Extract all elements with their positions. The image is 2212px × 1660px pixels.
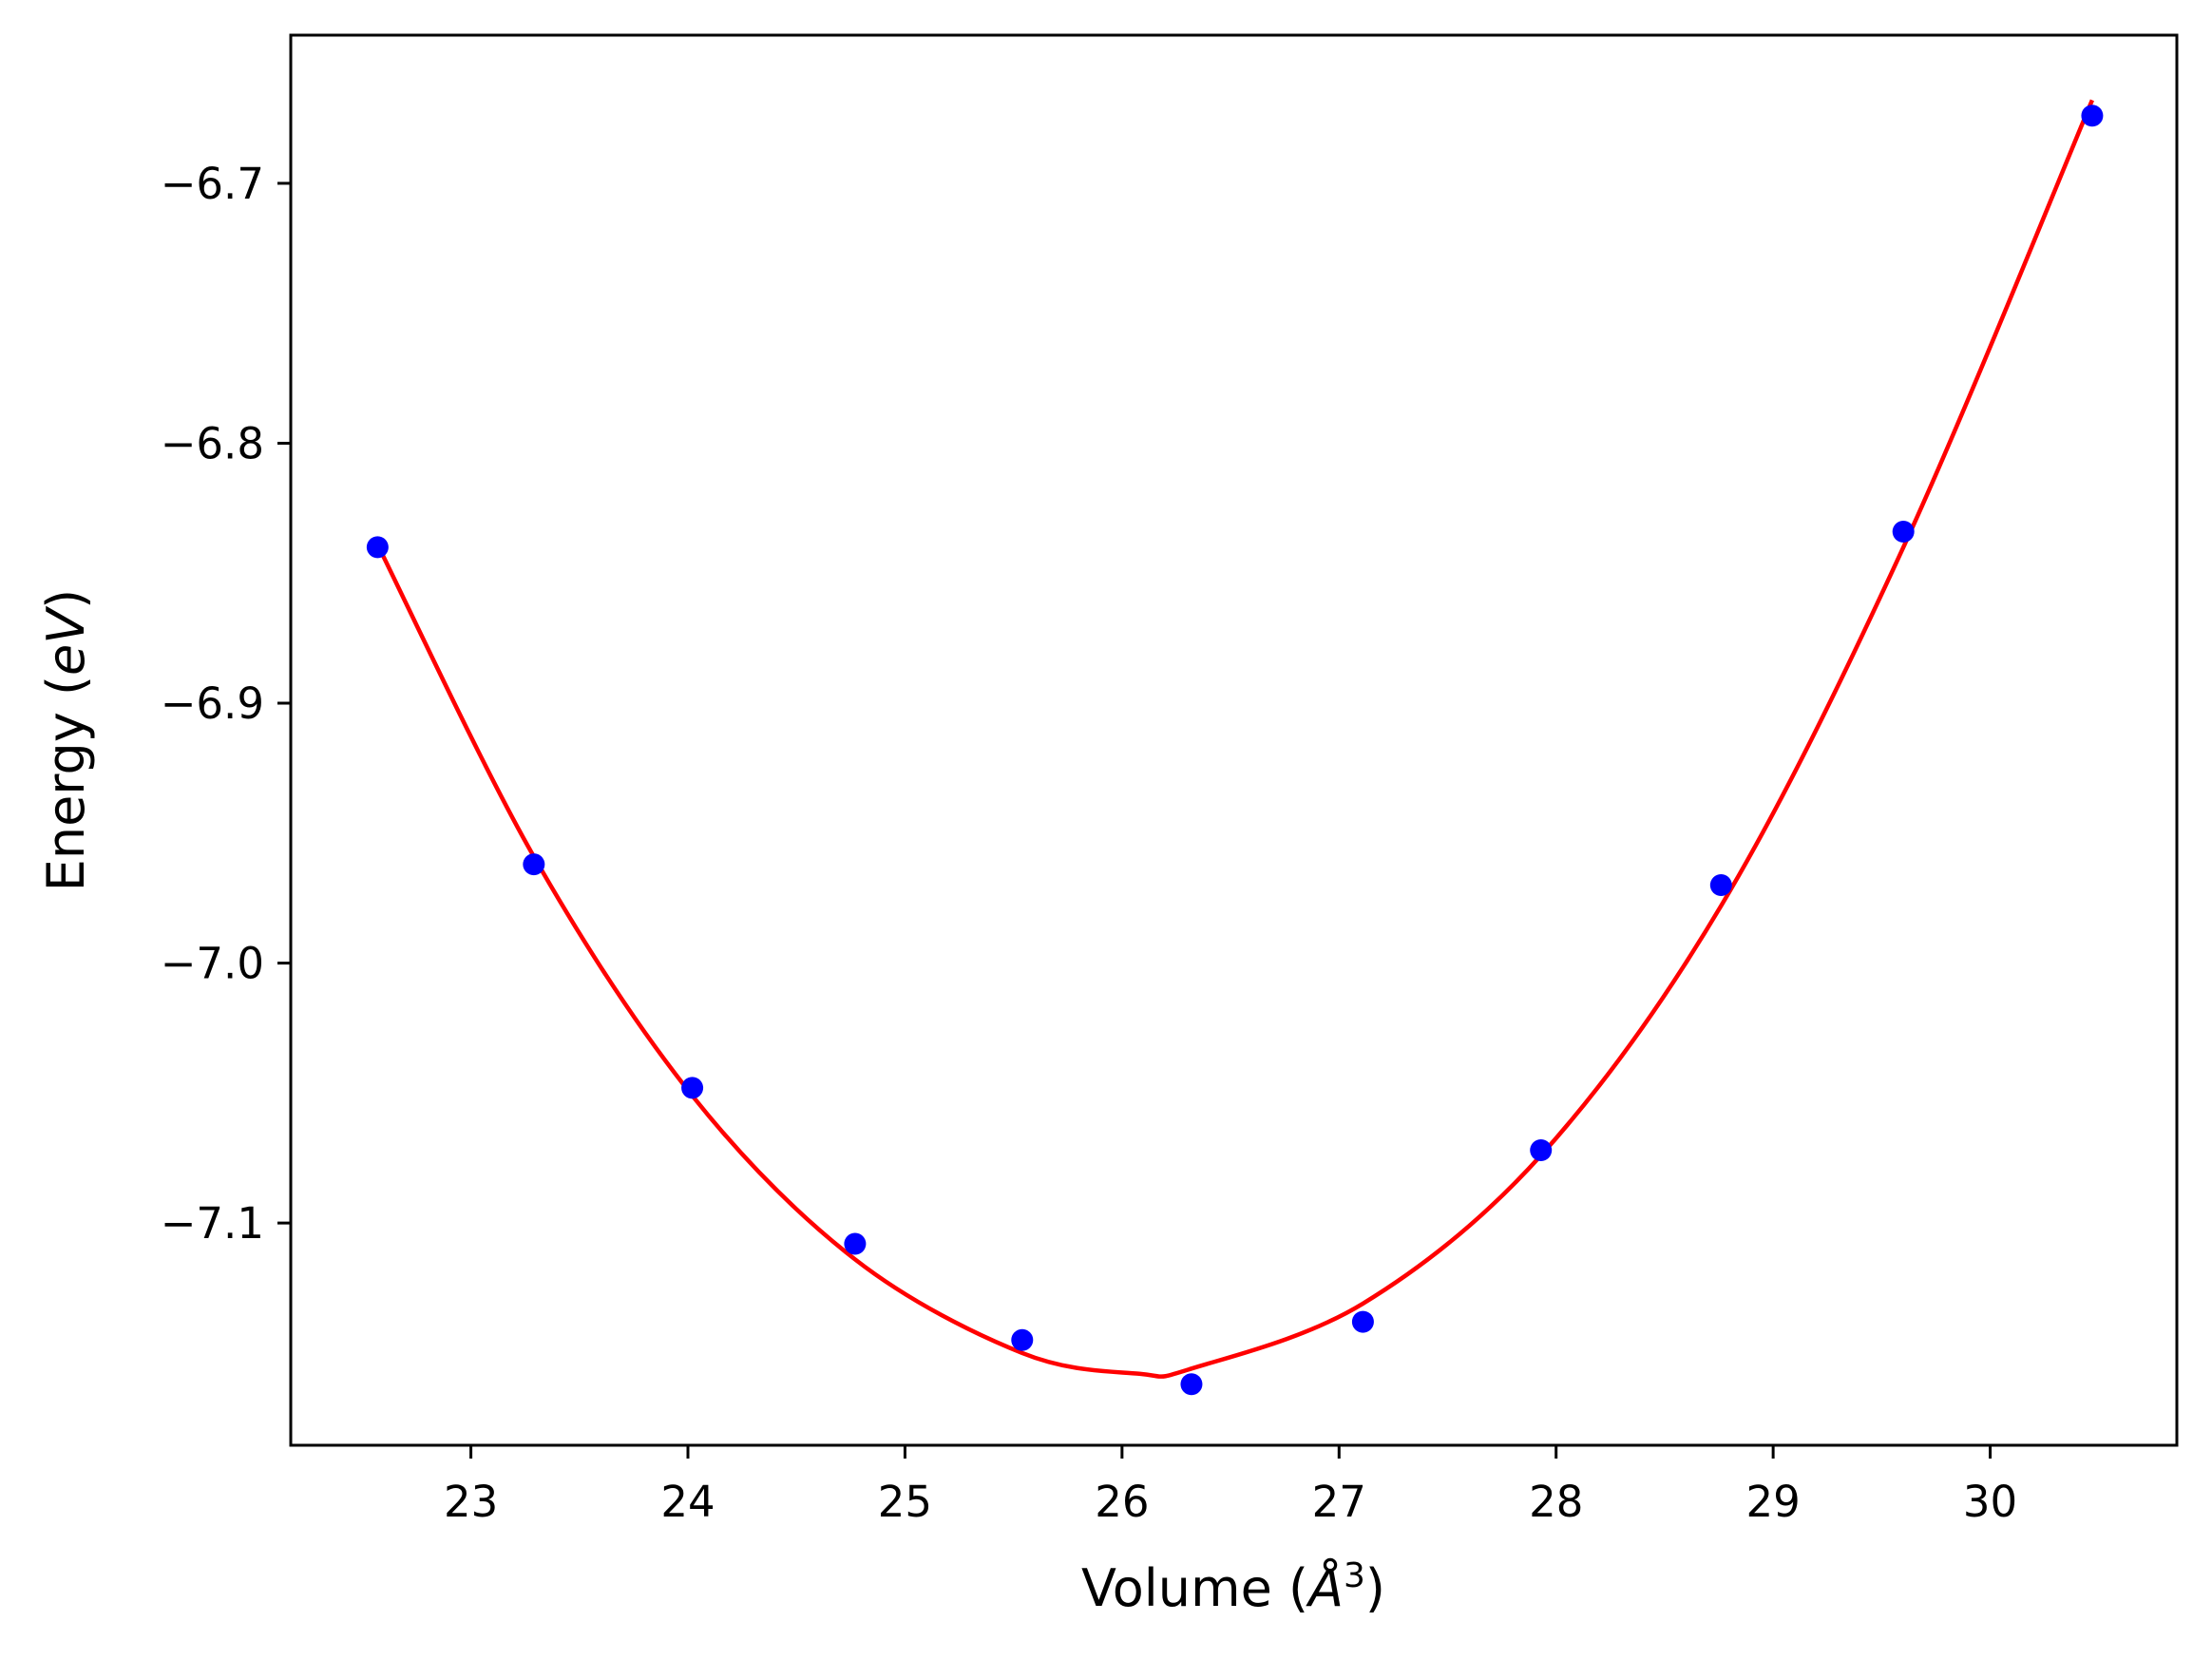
x-tick-label: 29 [1745,1477,1800,1527]
data-point [1530,1139,1553,1162]
data-point [366,536,389,559]
data-point [681,1077,704,1099]
x-tick-label: 27 [1312,1477,1366,1527]
y-axis-label: Energy (eV) [36,589,96,892]
data-point [1011,1328,1034,1351]
plot-frame [289,33,2179,1447]
data-point [1351,1310,1374,1333]
x-axis-label: Volume (Å3) [1081,1556,1385,1618]
x-tick-label: 26 [1095,1477,1149,1527]
x-tick-label: 28 [1529,1477,1583,1527]
data-point [844,1232,867,1255]
x-tick-label: 25 [878,1477,932,1527]
x-tick-label: 30 [1963,1477,2017,1527]
plot-area [366,99,2104,1396]
x-tick-label: 24 [660,1477,715,1527]
y-tick-label: −6.9 [161,678,264,729]
y-tick-label: −7.1 [161,1198,264,1249]
data-point [2081,105,2104,127]
data-point [1709,874,1732,897]
x-tick-label: 23 [444,1477,498,1527]
y-axis: −6.7 −6.8 −6.9 −7.0 −7.1 [161,159,291,1249]
fit-curve-line [375,99,2094,1379]
data-point [1180,1373,1203,1396]
y-tick-label: −6.7 [161,159,264,209]
y-tick-label: −6.8 [161,418,264,468]
data-point [1892,520,1915,543]
x-axis: 23 24 25 26 27 28 29 30 [444,1445,2017,1527]
data-point [523,853,545,876]
y-tick-label: −7.0 [161,939,264,989]
